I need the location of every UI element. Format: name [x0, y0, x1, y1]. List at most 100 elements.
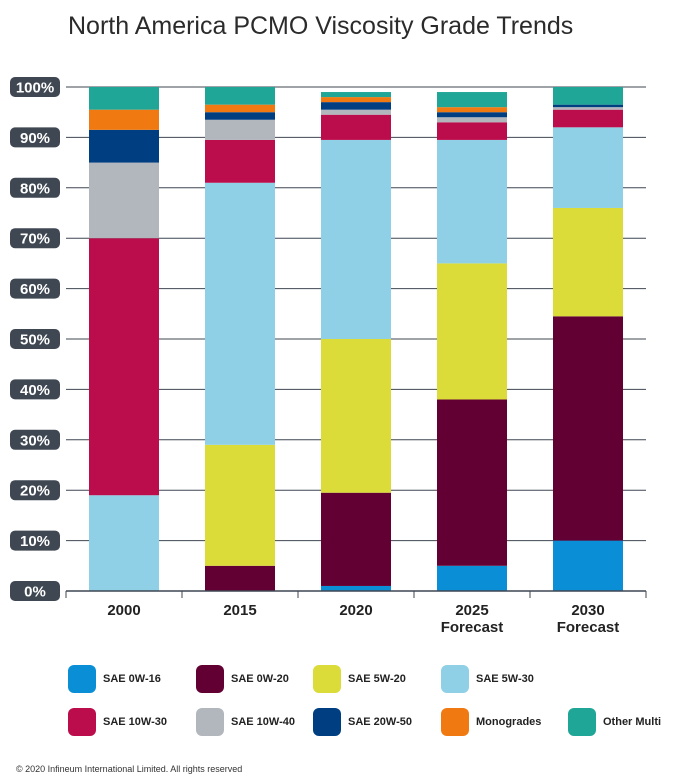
- bar-segment: [321, 585, 391, 591]
- bar-segment: [321, 339, 391, 493]
- y-tick-label: 20%: [20, 483, 50, 500]
- bar-segment: [553, 109, 623, 128]
- legend-label: SAE 5W-20: [348, 673, 406, 685]
- legend-swatch: [441, 665, 469, 693]
- bar-segment: [321, 97, 391, 103]
- bar-segment: [437, 263, 507, 400]
- bar-segment: [553, 207, 623, 317]
- y-tick-label: 70%: [20, 231, 50, 248]
- legend-label: SAE 20W-50: [348, 716, 412, 728]
- y-tick-label-bg: [10, 530, 60, 551]
- legend-item: SAE 5W-30: [441, 664, 534, 694]
- y-tick-label: 10%: [20, 533, 50, 550]
- bar-segment: [205, 444, 275, 566]
- legend-item: SAE 10W-40: [196, 707, 295, 737]
- x-tick-label: 2015: [223, 602, 256, 619]
- legend-swatch: [68, 708, 96, 736]
- y-tick-label-bg: [10, 581, 60, 601]
- legend-label: Other Multi: [603, 716, 662, 728]
- y-tick-label-bg: [10, 127, 60, 148]
- bar-segment: [553, 127, 623, 208]
- legend-label: SAE 0W-16: [103, 673, 161, 685]
- legend-swatch: [313, 708, 341, 736]
- y-tick-label: 40%: [20, 382, 50, 399]
- y-tick-label-bg: [10, 329, 60, 349]
- x-tick-label: 2025: [455, 602, 488, 619]
- bar-segment: [553, 87, 623, 105]
- x-tick-label: 2000: [107, 602, 140, 619]
- bar-segment: [553, 104, 623, 108]
- bar-segment: [553, 107, 623, 110]
- y-tick-label: 60%: [20, 281, 50, 298]
- x-tick-label: 2020: [339, 602, 372, 619]
- bar-segment: [437, 92, 507, 108]
- bar-segment: [437, 107, 507, 113]
- legend-item: Monogrades: [441, 707, 541, 737]
- bar-segment: [553, 540, 623, 591]
- bar-segment: [89, 162, 159, 239]
- x-tick-label: 2030: [571, 602, 604, 619]
- bar-segment: [321, 102, 391, 110]
- y-tick-label-bg: [10, 480, 60, 501]
- y-tick-label-bg: [10, 429, 60, 450]
- legend-item: SAE 5W-20: [313, 664, 406, 694]
- bar-segment: [321, 92, 391, 98]
- legend-item: SAE 20W-50: [313, 707, 412, 737]
- y-tick-label: 30%: [20, 432, 50, 449]
- bar-segment: [205, 565, 275, 591]
- legend-label: SAE 10W-40: [231, 716, 295, 728]
- legend-swatch: [568, 708, 596, 736]
- x-tick-label: Forecast: [441, 619, 504, 636]
- legend-label: SAE 5W-30: [476, 673, 534, 685]
- y-tick-label: 80%: [20, 180, 50, 197]
- legend-item: SAE 0W-16: [68, 664, 161, 694]
- y-tick-label-bg: [10, 177, 60, 198]
- legend-item: Other Multi: [568, 707, 661, 737]
- copyright-notice: © 2020 Infineum International Limited. A…: [16, 764, 243, 774]
- y-tick-label: 90%: [20, 130, 50, 147]
- bar-segment: [321, 114, 391, 140]
- x-tick-label: Forecast: [557, 619, 620, 636]
- y-tick-label: 50%: [20, 332, 50, 349]
- bar-segment: [205, 87, 275, 105]
- legend-swatch: [196, 708, 224, 736]
- bar-segment: [437, 117, 507, 123]
- bar-segment: [89, 238, 159, 496]
- bar-segment: [321, 492, 391, 586]
- bar-segment: [437, 565, 507, 591]
- y-tick-label-bg: [10, 379, 60, 400]
- y-tick-label-bg: [10, 77, 60, 97]
- bar-segment: [89, 109, 159, 130]
- bar-segment: [321, 139, 391, 339]
- legend-swatch: [313, 665, 341, 693]
- bar-segment: [553, 316, 623, 541]
- legend-item: SAE 10W-30: [68, 707, 167, 737]
- bar-segment: [437, 112, 507, 118]
- legend-swatch: [68, 665, 96, 693]
- bar-segment: [437, 122, 507, 140]
- chart-plot: 0% 10% 20% 30% 40% 50% 60% 70% 80% 90% 100% 2000 201…: [10, 77, 647, 636]
- legend-swatch: [196, 665, 224, 693]
- chart-title: North America PCMO Viscosity Grade Trend…: [68, 12, 574, 40]
- y-tick-label: 100%: [16, 80, 54, 97]
- bar-segment: [89, 495, 159, 591]
- bar-segment: [89, 87, 159, 110]
- y-tick-label-bg: [10, 278, 60, 299]
- bar-segment: [321, 109, 391, 115]
- bar-segment: [205, 182, 275, 445]
- bar-segment: [437, 139, 507, 264]
- legend-swatch: [441, 708, 469, 736]
- bar-segment: [89, 129, 159, 163]
- y-tick-label-bg: [10, 228, 60, 249]
- bar-segment: [437, 399, 507, 566]
- bar-segment: [205, 139, 275, 183]
- legend-label: SAE 0W-20: [231, 673, 289, 685]
- y-tick-label: 0%: [24, 584, 46, 601]
- legend-label: SAE 10W-30: [103, 716, 167, 728]
- legend-label: Monogrades: [476, 716, 542, 728]
- bar-segment: [205, 104, 275, 113]
- bar-segment: [205, 119, 275, 140]
- legend-item: SAE 0W-20: [196, 664, 289, 694]
- bar-segment: [205, 112, 275, 120]
